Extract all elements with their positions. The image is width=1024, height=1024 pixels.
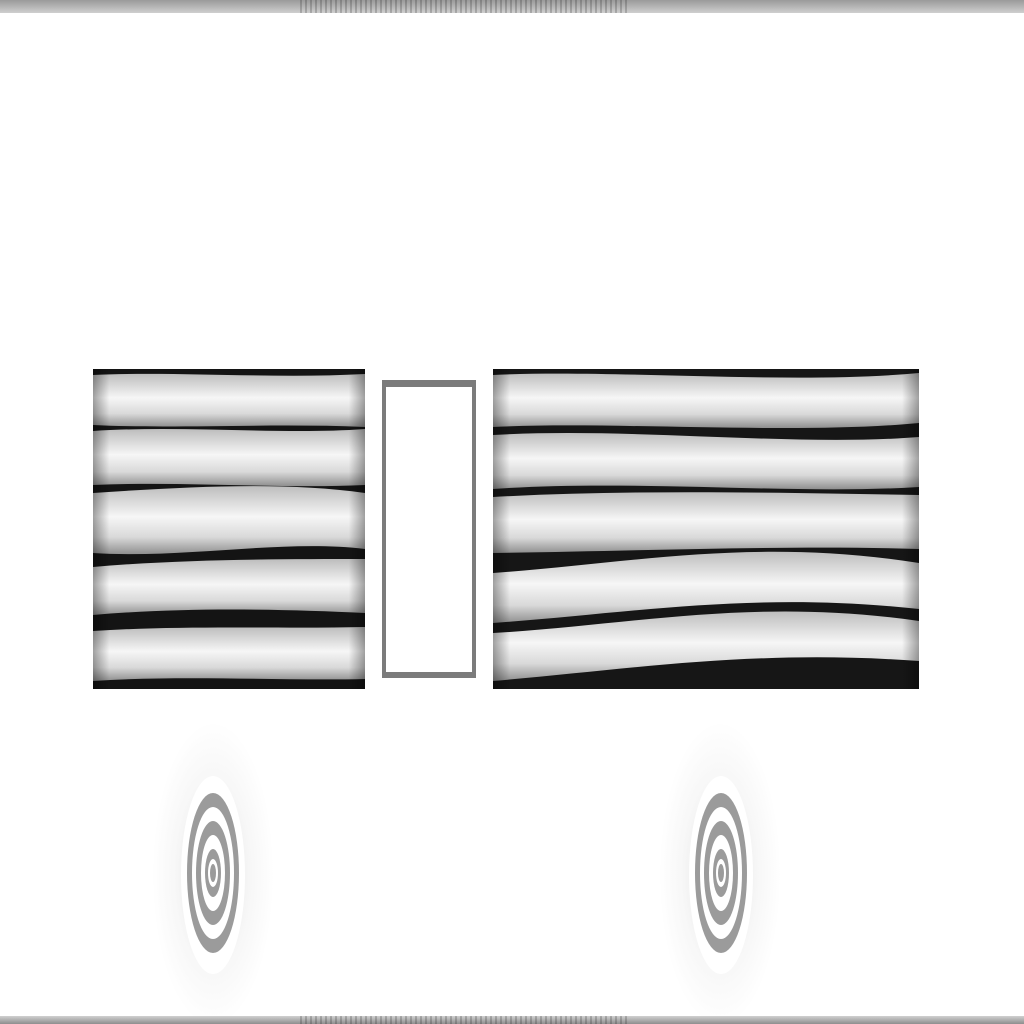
left-panel-graphic [93,369,365,689]
left-panel-edge-shade [93,369,365,689]
right-panel-edge-shade [493,369,919,689]
right-panel-graphic [493,369,919,689]
right-target-center [718,864,724,882]
left-target-center [210,864,216,882]
right-wavy-panel [493,369,919,689]
right-concentric-target [689,776,753,974]
left-concentric-target [181,776,245,974]
bottom-edge-texture [300,1016,630,1024]
center-slot-frame [382,380,476,678]
top-edge-strip [0,0,1024,13]
left-wavy-panel [93,369,365,689]
bottom-edge-strip [0,1016,1024,1024]
top-edge-texture [300,0,630,13]
